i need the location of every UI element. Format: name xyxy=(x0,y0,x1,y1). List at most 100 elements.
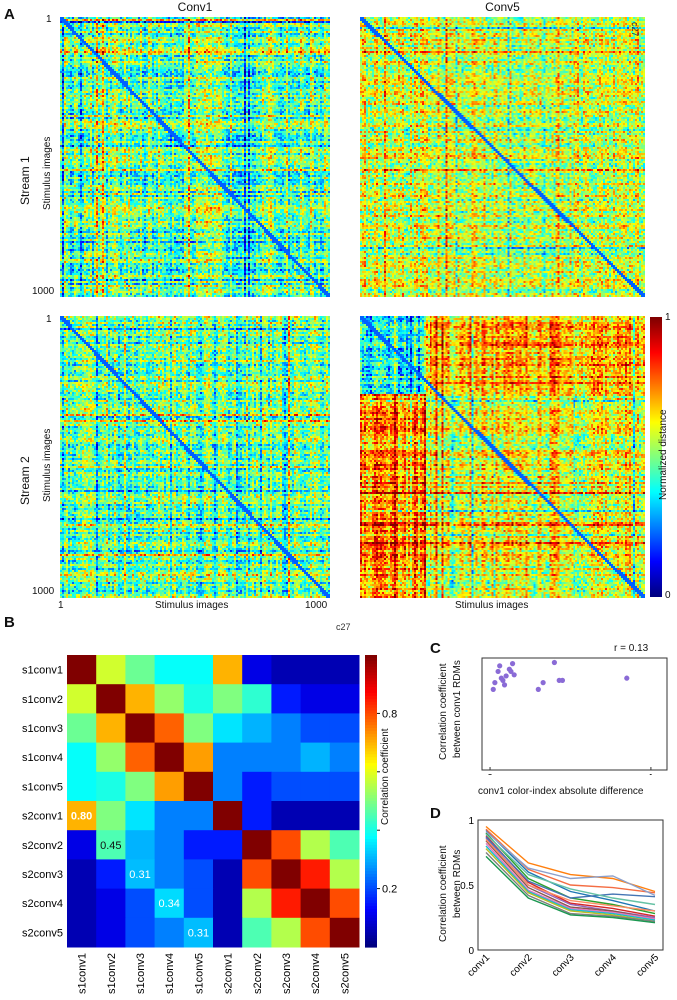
matrix-cell-5-6 xyxy=(242,801,272,831)
b-colorbar-step xyxy=(365,874,377,878)
c-ylabel-1: Correlation coefficient xyxy=(438,663,449,760)
matrix-cell-3-5 xyxy=(213,742,243,773)
matrix-cell-3-2 xyxy=(125,742,156,773)
b-colorbar-step xyxy=(365,713,377,717)
b-colorbar-step xyxy=(365,812,377,817)
matrix-cell-6-8 xyxy=(300,830,331,860)
a-xtick-end: 1000 xyxy=(305,600,328,611)
matrix-cell-1-2 xyxy=(125,684,156,714)
matrix-cell-5-2 xyxy=(125,801,156,831)
matrix-cell-8-5 xyxy=(213,888,243,919)
matrix-row-label: s1conv1 xyxy=(22,665,63,677)
b-colorbar-step xyxy=(365,716,377,720)
matrix-col-label: s1conv4 xyxy=(164,953,176,994)
b-colorbar-step xyxy=(365,704,377,709)
c-ylabel-2: between conv1 RDMs xyxy=(452,660,463,758)
matrix-col-label: s2conv1 xyxy=(223,953,235,994)
matrix-cell-8-2 xyxy=(125,888,156,919)
b-colorbar-step xyxy=(365,748,377,752)
matrix-col-label: s1conv3 xyxy=(135,953,147,994)
matrix-cell-8-4 xyxy=(183,888,214,919)
c-xtick: 0 xyxy=(487,773,493,775)
matrix-cell-0-5 xyxy=(213,655,243,685)
a-xtick-start: 1 xyxy=(58,600,64,611)
b-colorbar-step xyxy=(365,725,377,729)
b-colorbar-step xyxy=(365,754,377,758)
matrix-cell-5-7 xyxy=(271,801,302,831)
a-c27-tag: c27 xyxy=(630,22,640,37)
matrix-row-label: s1conv2 xyxy=(22,694,63,706)
b-colorbar-step xyxy=(365,809,377,814)
matrix-cell-9-9 xyxy=(329,917,360,948)
matrix-cell-1-1 xyxy=(96,684,126,714)
b-colorbar-step xyxy=(365,903,377,907)
matrix-cell-4-9 xyxy=(329,771,360,802)
matrix-cell-5-3 xyxy=(154,801,185,831)
matrix-cell-1-7 xyxy=(271,684,302,714)
b-colorbar-step xyxy=(365,657,377,662)
conv1-title: Conv1 xyxy=(177,0,213,14)
b-colorbar-step xyxy=(365,774,377,779)
c-scatter-plot: 01 xyxy=(481,657,668,775)
b-colorbar-step xyxy=(365,850,377,855)
c-scatter-point xyxy=(511,672,517,678)
matrix-cell-7-9 xyxy=(329,859,360,890)
matrix-cell-0-2 xyxy=(125,655,156,685)
matrix-annotation: 0.45 xyxy=(100,840,121,852)
b-colorbar-step xyxy=(365,853,377,858)
matrix-annotation: 0.31 xyxy=(188,927,209,939)
d-ylabel-1: Correlation coefficient xyxy=(438,845,449,942)
matrix-cell-4-2 xyxy=(125,771,156,802)
b-colorbar-step xyxy=(365,771,377,776)
b-colorbar-step xyxy=(365,891,377,896)
b-colorbar-step xyxy=(365,935,377,939)
b-colorbar-step xyxy=(365,777,377,782)
c-scatter-point xyxy=(492,680,498,686)
b-colorbar-step xyxy=(365,655,377,659)
matrix-cell-9-2 xyxy=(125,917,156,948)
matrix-cell-4-0 xyxy=(67,771,97,802)
b-colorbar-step xyxy=(365,894,377,898)
matrix-cell-1-4 xyxy=(183,684,214,714)
d-series-line xyxy=(485,836,656,899)
matrix-cell-2-8 xyxy=(300,713,331,744)
panel-a-letter: A xyxy=(4,6,15,23)
rdm-stream1-conv5 xyxy=(360,17,645,297)
matrix-cell-8-6 xyxy=(242,888,272,919)
matrix-cell-8-3 xyxy=(154,888,185,919)
matrix-cell-1-9 xyxy=(329,684,360,714)
d-xtick: conv3 xyxy=(550,952,577,979)
rdm-stream2-conv5 xyxy=(360,316,645,598)
b-colorbar-step xyxy=(365,941,377,945)
matrix-cell-4-6 xyxy=(242,771,272,802)
b-colorbar-step xyxy=(365,672,377,677)
b-colorbar-step xyxy=(365,789,377,793)
matrix-cell-7-5 xyxy=(213,859,243,890)
matrix-row-label: s2conv3 xyxy=(22,869,63,881)
a-tick-start-1: 1 xyxy=(46,14,52,25)
matrix-annotation: 0.80 xyxy=(71,811,92,823)
matrix-cell-1-6 xyxy=(242,684,272,714)
matrix-row-label: s2conv2 xyxy=(22,840,63,852)
b-colorbar-step xyxy=(365,690,377,694)
b-colorbar-step xyxy=(365,660,377,665)
matrix-cell-5-4 xyxy=(183,801,214,831)
b-colorbar-step xyxy=(365,827,377,831)
d-series-line xyxy=(485,839,656,912)
d-series-line xyxy=(485,852,656,923)
b-colorbar-step xyxy=(365,847,377,852)
matrix-cell-4-4 xyxy=(183,771,214,802)
b-colorbar-step xyxy=(365,719,377,723)
c-scatter-point xyxy=(551,659,557,666)
a-colorbar-max: 1 xyxy=(665,312,671,323)
d-series-line xyxy=(485,833,656,906)
b-colorbar-step xyxy=(365,911,377,916)
b-colorbar-step xyxy=(365,798,377,802)
matrix-cell-7-6 xyxy=(242,859,272,890)
b-colorbar-step xyxy=(365,675,377,679)
b-colorbar-step xyxy=(365,923,377,928)
matrix-annotation: 0.31 xyxy=(129,869,150,881)
c-scatter-point xyxy=(495,668,501,675)
b-colorbar-step xyxy=(365,666,377,671)
y-label-stream2: Stimulus images xyxy=(42,428,53,502)
